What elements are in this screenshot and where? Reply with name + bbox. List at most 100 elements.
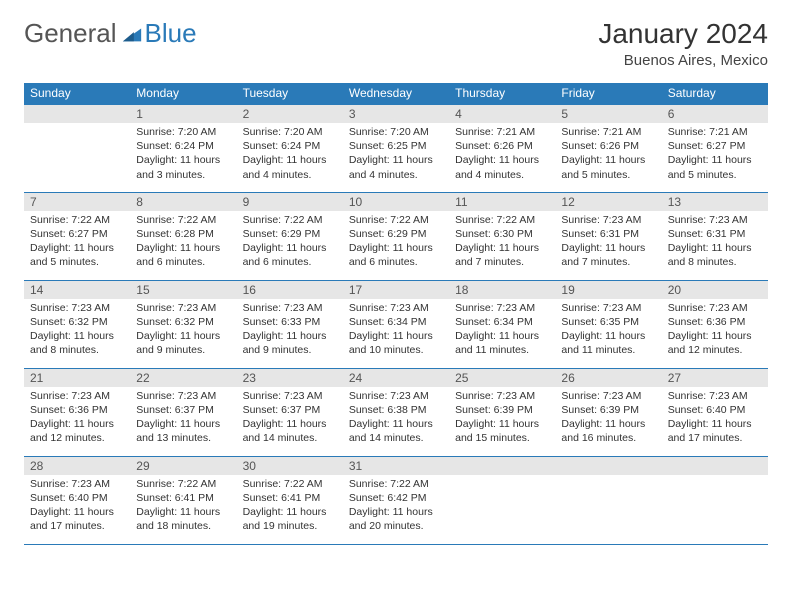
calendar-week-row: 14Sunrise: 7:23 AMSunset: 6:32 PMDayligh… [24,280,768,368]
sunrise-text: Sunrise: 7:22 AM [349,477,443,491]
daylight-text: Daylight: 11 hours and 3 minutes. [136,153,230,181]
sunrise-text: Sunrise: 7:20 AM [136,125,230,139]
day-number [24,105,130,123]
day-details: Sunrise: 7:23 AMSunset: 6:35 PMDaylight:… [555,299,661,360]
calendar-day-cell: 13Sunrise: 7:23 AMSunset: 6:31 PMDayligh… [662,192,768,280]
daylight-text: Daylight: 11 hours and 9 minutes. [136,329,230,357]
calendar-week-row: 1Sunrise: 7:20 AMSunset: 6:24 PMDaylight… [24,104,768,192]
sunset-text: Sunset: 6:30 PM [455,227,549,241]
day-details: Sunrise: 7:22 AMSunset: 6:30 PMDaylight:… [449,211,555,272]
calendar-day-cell: 1Sunrise: 7:20 AMSunset: 6:24 PMDaylight… [130,104,236,192]
day-number: 23 [237,369,343,387]
day-details: Sunrise: 7:22 AMSunset: 6:42 PMDaylight:… [343,475,449,536]
daylight-text: Daylight: 11 hours and 17 minutes. [668,417,762,445]
sunset-text: Sunset: 6:34 PM [349,315,443,329]
sunset-text: Sunset: 6:31 PM [668,227,762,241]
day-details: Sunrise: 7:23 AMSunset: 6:36 PMDaylight:… [24,387,130,448]
calendar-day-cell: 26Sunrise: 7:23 AMSunset: 6:39 PMDayligh… [555,368,661,456]
sunset-text: Sunset: 6:29 PM [243,227,337,241]
sunset-text: Sunset: 6:40 PM [30,491,124,505]
calendar-day-cell: 17Sunrise: 7:23 AMSunset: 6:34 PMDayligh… [343,280,449,368]
daylight-text: Daylight: 11 hours and 16 minutes. [561,417,655,445]
daylight-text: Daylight: 11 hours and 17 minutes. [30,505,124,533]
daylight-text: Daylight: 11 hours and 14 minutes. [349,417,443,445]
sunrise-text: Sunrise: 7:21 AM [561,125,655,139]
daylight-text: Daylight: 11 hours and 12 minutes. [30,417,124,445]
calendar-day-cell: 15Sunrise: 7:23 AMSunset: 6:32 PMDayligh… [130,280,236,368]
day-details: Sunrise: 7:23 AMSunset: 6:34 PMDaylight:… [449,299,555,360]
day-number: 16 [237,281,343,299]
sunrise-text: Sunrise: 7:22 AM [349,213,443,227]
calendar-day-cell: 21Sunrise: 7:23 AMSunset: 6:36 PMDayligh… [24,368,130,456]
title-block: January 2024 Buenos Aires, Mexico [598,18,768,69]
calendar-day-cell: 30Sunrise: 7:22 AMSunset: 6:41 PMDayligh… [237,456,343,544]
daylight-text: Daylight: 11 hours and 6 minutes. [349,241,443,269]
calendar-day-cell: 4Sunrise: 7:21 AMSunset: 6:26 PMDaylight… [449,104,555,192]
calendar-day-cell: 9Sunrise: 7:22 AMSunset: 6:29 PMDaylight… [237,192,343,280]
calendar-day-cell: 6Sunrise: 7:21 AMSunset: 6:27 PMDaylight… [662,104,768,192]
day-number [449,457,555,475]
logo-triangle-icon [121,23,143,45]
sunset-text: Sunset: 6:34 PM [455,315,549,329]
day-details: Sunrise: 7:23 AMSunset: 6:34 PMDaylight:… [343,299,449,360]
sunrise-text: Sunrise: 7:23 AM [561,301,655,315]
col-header: Friday [555,83,661,104]
sunset-text: Sunset: 6:27 PM [668,139,762,153]
calendar-day-cell: 2Sunrise: 7:20 AMSunset: 6:24 PMDaylight… [237,104,343,192]
calendar-day-cell: 10Sunrise: 7:22 AMSunset: 6:29 PMDayligh… [343,192,449,280]
calendar-day-cell: 11Sunrise: 7:22 AMSunset: 6:30 PMDayligh… [449,192,555,280]
day-number: 17 [343,281,449,299]
day-details: Sunrise: 7:23 AMSunset: 6:39 PMDaylight:… [555,387,661,448]
day-details: Sunrise: 7:23 AMSunset: 6:31 PMDaylight:… [662,211,768,272]
sunrise-text: Sunrise: 7:22 AM [243,213,337,227]
sunset-text: Sunset: 6:29 PM [349,227,443,241]
sunrise-text: Sunrise: 7:23 AM [30,389,124,403]
day-details: Sunrise: 7:23 AMSunset: 6:32 PMDaylight:… [24,299,130,360]
day-details: Sunrise: 7:21 AMSunset: 6:26 PMDaylight:… [555,123,661,184]
day-number: 22 [130,369,236,387]
calendar-week-row: 21Sunrise: 7:23 AMSunset: 6:36 PMDayligh… [24,368,768,456]
day-details [662,475,768,479]
day-number: 24 [343,369,449,387]
daylight-text: Daylight: 11 hours and 5 minutes. [668,153,762,181]
day-details: Sunrise: 7:21 AMSunset: 6:26 PMDaylight:… [449,123,555,184]
daylight-text: Daylight: 11 hours and 12 minutes. [668,329,762,357]
day-details: Sunrise: 7:22 AMSunset: 6:41 PMDaylight:… [237,475,343,536]
sunrise-text: Sunrise: 7:23 AM [668,301,762,315]
day-number: 10 [343,193,449,211]
sunset-text: Sunset: 6:38 PM [349,403,443,417]
day-number: 12 [555,193,661,211]
calendar-day-cell [449,456,555,544]
sunset-text: Sunset: 6:25 PM [349,139,443,153]
daylight-text: Daylight: 11 hours and 14 minutes. [243,417,337,445]
page-title: January 2024 [598,18,768,50]
day-number: 6 [662,105,768,123]
daylight-text: Daylight: 11 hours and 4 minutes. [349,153,443,181]
day-number: 13 [662,193,768,211]
daylight-text: Daylight: 11 hours and 9 minutes. [243,329,337,357]
day-number: 9 [237,193,343,211]
day-number: 15 [130,281,236,299]
sunrise-text: Sunrise: 7:22 AM [136,213,230,227]
calendar-week-row: 7Sunrise: 7:22 AMSunset: 6:27 PMDaylight… [24,192,768,280]
day-details: Sunrise: 7:22 AMSunset: 6:29 PMDaylight:… [343,211,449,272]
brand-part1: General [24,18,117,49]
daylight-text: Daylight: 11 hours and 7 minutes. [561,241,655,269]
day-number: 7 [24,193,130,211]
calendar-day-cell: 18Sunrise: 7:23 AMSunset: 6:34 PMDayligh… [449,280,555,368]
day-number: 26 [555,369,661,387]
brand-part2: Blue [145,18,197,49]
sunset-text: Sunset: 6:33 PM [243,315,337,329]
col-header: Wednesday [343,83,449,104]
calendar-header-row: Sunday Monday Tuesday Wednesday Thursday… [24,83,768,104]
daylight-text: Daylight: 11 hours and 18 minutes. [136,505,230,533]
sunset-text: Sunset: 6:36 PM [668,315,762,329]
daylight-text: Daylight: 11 hours and 4 minutes. [243,153,337,181]
sunrise-text: Sunrise: 7:23 AM [561,389,655,403]
sunrise-text: Sunrise: 7:23 AM [243,389,337,403]
day-number: 2 [237,105,343,123]
sunset-text: Sunset: 6:32 PM [136,315,230,329]
brand-logo: General Blue [24,18,197,49]
calendar-day-cell: 23Sunrise: 7:23 AMSunset: 6:37 PMDayligh… [237,368,343,456]
page-header: General Blue January 2024 Buenos Aires, … [24,18,768,69]
